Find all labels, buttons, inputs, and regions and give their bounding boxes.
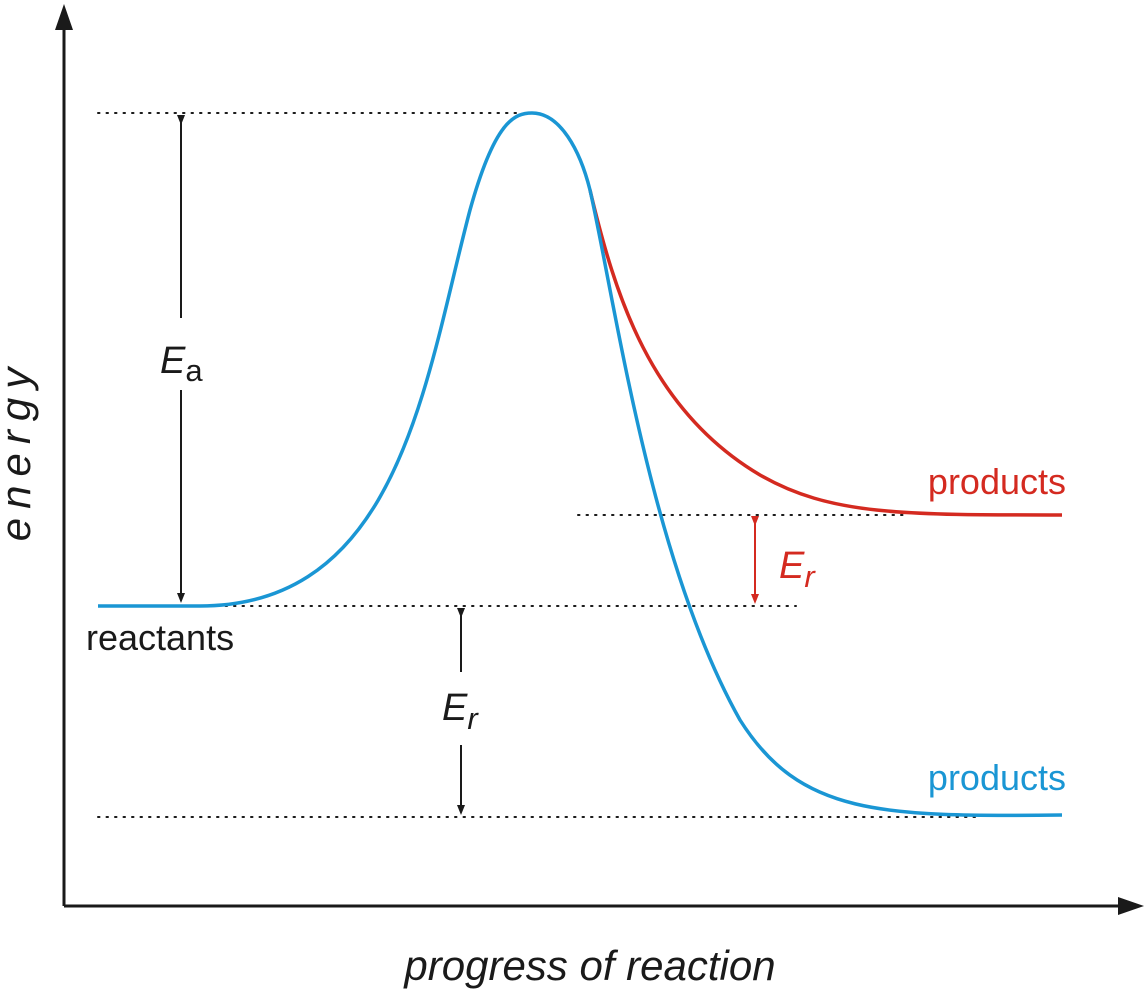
reactants-label: reactants xyxy=(86,617,234,658)
endothermic-energy-symbol: E xyxy=(779,545,805,587)
exothermic-curve xyxy=(98,111,1063,818)
exothermic-energy-label: Er xyxy=(442,687,479,736)
activation-energy-subscript: a xyxy=(185,353,203,388)
x-axis xyxy=(64,897,1144,915)
exothermic-products-label: products xyxy=(928,757,1066,798)
endothermic-products-label: products xyxy=(928,461,1066,502)
y-axis-label: energy xyxy=(0,359,39,541)
x-axis-label: progress of reaction xyxy=(402,942,775,989)
endothermic-energy-label: Er xyxy=(779,545,816,594)
exothermic-energy-subscript: r xyxy=(467,701,479,736)
endothermic-energy-subscript: r xyxy=(804,559,816,594)
x-axis-arrowhead xyxy=(1118,897,1144,915)
y-axis-arrowhead xyxy=(55,4,73,30)
endothermic-curve xyxy=(588,189,1063,517)
y-axis xyxy=(55,4,73,906)
activation-energy-label: Ea xyxy=(160,340,203,388)
activation-energy-symbol: E xyxy=(160,340,186,382)
exothermic-energy-symbol: E xyxy=(442,687,468,729)
